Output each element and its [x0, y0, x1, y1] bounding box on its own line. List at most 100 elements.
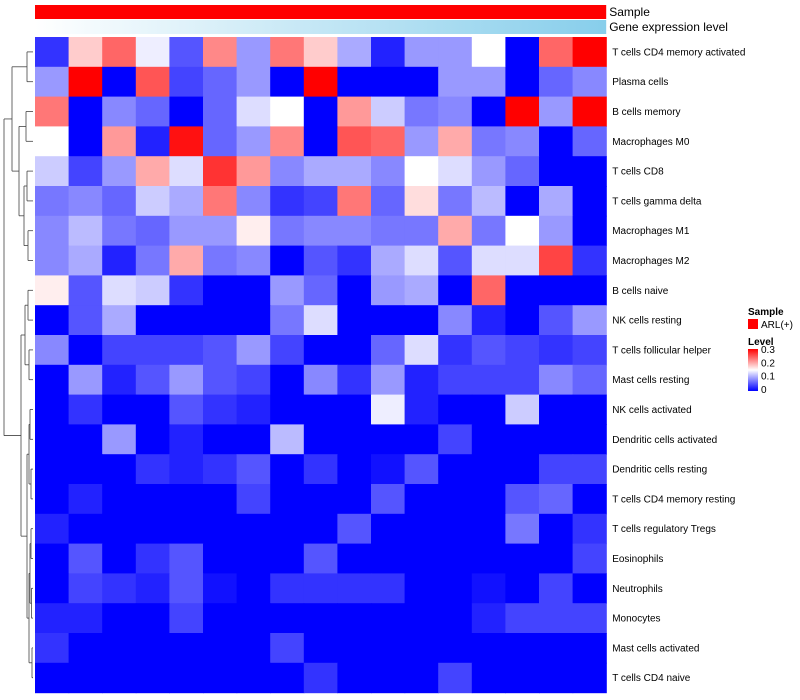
heatmap-cell: [471, 275, 506, 306]
heatmap-cell: [303, 275, 338, 306]
heatmap-cell: [505, 245, 540, 276]
heatmap-cell: [471, 364, 506, 396]
heatmap-cell: [68, 215, 103, 247]
heatmap-cell: [135, 156, 170, 187]
heatmap-cell: [102, 335, 137, 366]
heatmap-cell: [505, 215, 540, 247]
heatmap-cell: [371, 245, 406, 276]
heatmap-cell: [236, 186, 271, 217]
heatmap-cell: [102, 513, 137, 545]
heatmap-cell: [404, 275, 439, 306]
heatmap-cell: [337, 424, 372, 455]
heatmap-cell: [572, 603, 607, 634]
heatmap-cell: [169, 603, 204, 634]
heatmap-cell: [303, 96, 338, 127]
row-label: Mast cells activated: [612, 643, 699, 654]
heatmap-cell: [236, 126, 271, 157]
heatmap-cell: [135, 484, 170, 515]
heatmap-cell: [404, 335, 439, 366]
heatmap-cell: [102, 394, 137, 425]
row-label: NK cells activated: [612, 405, 691, 416]
heatmap-cell: [169, 156, 204, 187]
heatmap-cell: [203, 364, 238, 396]
sample-annotation-label: Sample: [609, 5, 650, 19]
heatmap-cell: [505, 424, 540, 455]
heatmap-cell: [404, 186, 439, 217]
heatmap-cell: [270, 484, 305, 515]
heatmap-cell: [135, 245, 170, 276]
heatmap-cell: [572, 633, 607, 664]
heatmap-cell: [102, 66, 137, 98]
heatmap-cell: [438, 573, 473, 604]
heatmap-cell: [438, 156, 473, 187]
heatmap-cell: [572, 156, 607, 187]
row-label: T cells follicular helper: [612, 345, 711, 356]
gene-expression-annotation-label: Gene expression level: [609, 20, 728, 34]
heatmap-cell: [102, 126, 137, 157]
heatmap-cell: [371, 215, 406, 247]
heatmap-cell: [270, 305, 305, 336]
heatmap-cell: [35, 156, 70, 187]
heatmap-cell: [303, 603, 338, 634]
heatmap-cell: [404, 573, 439, 604]
heatmap-cell: [371, 335, 406, 366]
heatmap-cell: [102, 305, 137, 336]
heatmap-cell: [371, 424, 406, 455]
heatmap-cell: [169, 37, 204, 68]
heatmap-cell: [35, 305, 70, 336]
heatmap-cell: [102, 662, 137, 694]
heatmap-cell: [169, 394, 204, 425]
heatmap-cell: [102, 186, 137, 217]
heatmap-cell: [270, 186, 305, 217]
heatmap-cell: [337, 573, 372, 604]
heatmap-cell: [404, 66, 439, 98]
heatmap-cell: [371, 454, 406, 485]
heatmap-cell: [438, 394, 473, 425]
heatmap-cell: [236, 573, 271, 604]
heatmap-cell: [471, 156, 506, 187]
heatmap-cell: [35, 96, 70, 127]
heatmap-cell: [404, 305, 439, 336]
heatmap-cell: [505, 275, 540, 306]
heatmap-cell: [337, 186, 372, 217]
sample-legend-entry: ARL(+): [761, 320, 793, 331]
heatmap-cell: [471, 335, 506, 366]
heatmap-cell: [471, 543, 506, 574]
heatmap-cell: [404, 633, 439, 664]
heatmap-cell: [68, 66, 103, 98]
heatmap-cell: [68, 573, 103, 604]
heatmap-cell: [438, 305, 473, 336]
heatmap-cell: [35, 215, 70, 247]
heatmap-cell: [102, 633, 137, 664]
heatmap-cell: [203, 484, 238, 515]
heatmap-cell: [371, 96, 406, 127]
heatmap-cell: [236, 424, 271, 455]
heatmap-cell: [68, 633, 103, 664]
heatmap-cell: [572, 364, 607, 396]
heatmap-cell: [68, 513, 103, 545]
row-label: T cells CD4 naive: [612, 673, 691, 684]
heatmap-cell: [135, 37, 170, 68]
heatmap-cell: [270, 424, 305, 455]
row-label: B cells memory: [612, 107, 680, 118]
heatmap-cell: [236, 603, 271, 634]
heatmap-cell: [203, 275, 238, 306]
heatmap-cell: [169, 484, 204, 515]
heatmap-cell: [337, 96, 372, 127]
heatmap-cell: [438, 96, 473, 127]
heatmap-cell: [505, 186, 540, 217]
heatmap-cell: [539, 305, 574, 336]
heatmap-cell: [270, 275, 305, 306]
heatmap-cell: [35, 186, 70, 217]
heatmap-cell: [270, 603, 305, 634]
heatmap-cell: [203, 215, 238, 247]
heatmap-cell: [135, 424, 170, 455]
heatmap-cell: [471, 484, 506, 515]
heatmap-cell: [35, 126, 70, 157]
heatmap-cell: [438, 454, 473, 485]
heatmap-cell: [35, 454, 70, 485]
heatmap-cell: [68, 394, 103, 425]
level-legend-tick: 0.2: [761, 358, 775, 369]
heatmap-cell: [135, 633, 170, 664]
heatmap-cell: [169, 126, 204, 157]
